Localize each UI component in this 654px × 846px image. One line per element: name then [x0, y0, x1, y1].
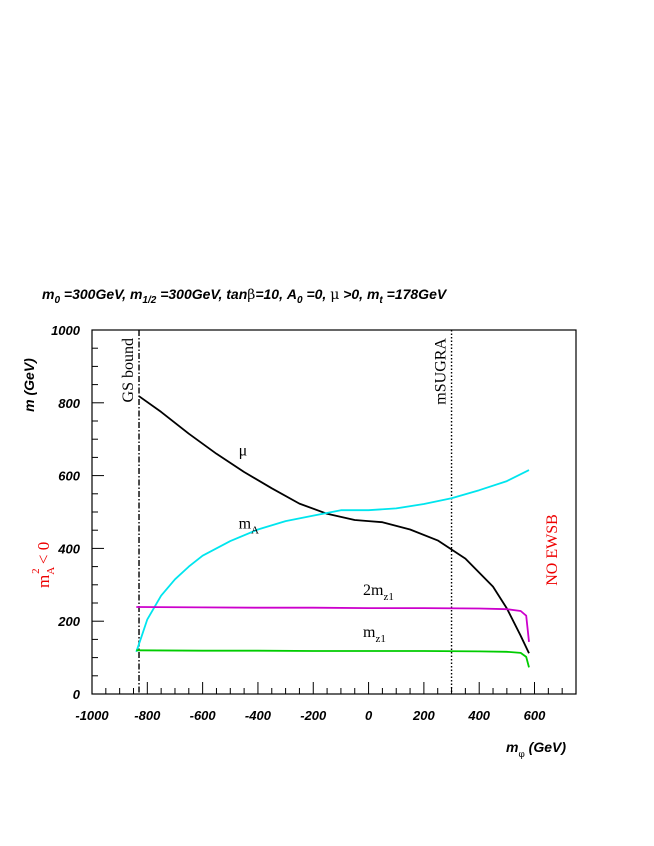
- x-tick-label: -200: [300, 708, 327, 723]
- x-tick-label: -1000: [75, 708, 109, 723]
- gs-label: GS bound: [120, 338, 137, 402]
- series-group: [135, 395, 530, 668]
- y-tick-label: 1000: [51, 323, 81, 338]
- curve-label-mA: mA: [239, 515, 259, 536]
- y-tick-label: 800: [58, 396, 80, 411]
- x-tick-label: -600: [190, 708, 217, 723]
- curve-labels: μ mA 2mz1 mz1: [239, 443, 394, 645]
- y-tick-label: 0: [73, 687, 81, 702]
- y-tick-label: 600: [58, 469, 80, 484]
- y-tick-label: 200: [57, 614, 80, 629]
- x-tick-label: 400: [467, 708, 490, 723]
- curve-label-mz1: mz1: [363, 624, 386, 645]
- x-tick-label: 0: [365, 708, 373, 723]
- x-tick-label: -800: [134, 708, 161, 723]
- vertical-reference-lines: GS bound mSUGRA: [120, 330, 453, 694]
- curve-label-two_mz1: 2mz1: [363, 582, 394, 603]
- curve-label-mu: μ: [239, 443, 248, 460]
- x-tick-label: 600: [524, 708, 546, 723]
- chart-title: m0 =300GeV, m1/2 =300GeV, tanβ=10, A0 =0…: [42, 286, 448, 306]
- y-axis-label: m (GeV): [21, 358, 37, 412]
- x-tick-labels: -1000 -800 -600 -400 -200 0 200 400 600: [75, 708, 546, 723]
- x-axis-label: mφ (GeV): [506, 739, 566, 760]
- y-tick-labels: 0 200 400 600 800 1000: [51, 323, 81, 702]
- series-mu: [138, 395, 530, 654]
- axis-ticks: [91, 329, 577, 695]
- series-mz1: [136, 649, 530, 668]
- x-tick-label: -400: [245, 708, 272, 723]
- series-two_mz1: [136, 606, 530, 642]
- series-mA: [135, 469, 530, 653]
- y-tick-label: 400: [57, 541, 80, 556]
- msugra-label: mSUGRA: [433, 338, 450, 405]
- x-tick-label: 200: [412, 708, 435, 723]
- mA2-negative-label: mA2 < 0: [30, 542, 57, 588]
- no-ewsb-label: NO EWSB: [544, 514, 561, 586]
